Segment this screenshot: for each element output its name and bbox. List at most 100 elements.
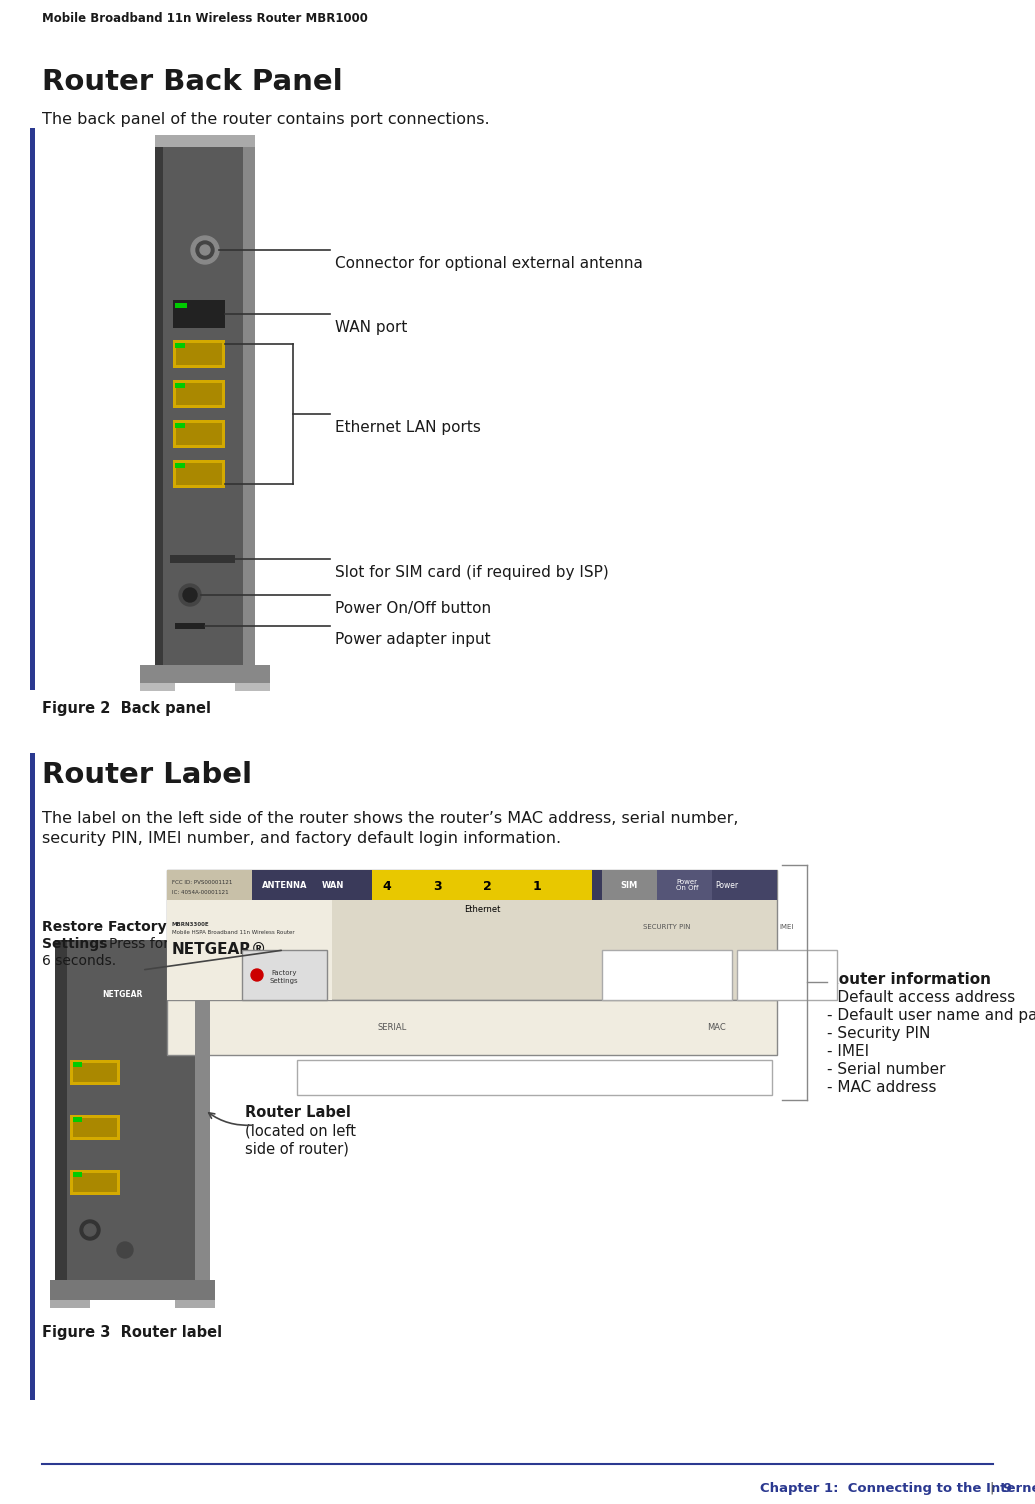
- Text: 6 seconds.: 6 seconds.: [42, 954, 116, 969]
- Bar: [175, 1299, 215, 1308]
- Text: Factory
Settings: Factory Settings: [270, 970, 298, 984]
- Text: Figure 2  Back panel: Figure 2 Back panel: [42, 701, 211, 716]
- Bar: [155, 135, 255, 665]
- Text: Power On/Off button: Power On/Off button: [335, 602, 492, 617]
- Bar: [602, 869, 657, 899]
- Circle shape: [183, 588, 197, 602]
- Bar: [175, 423, 185, 429]
- Text: |: |: [989, 1481, 995, 1495]
- Text: ANTENNA: ANTENNA: [262, 880, 307, 889]
- Text: MAC: MAC: [708, 1023, 727, 1032]
- Circle shape: [191, 236, 219, 265]
- Text: - Default access address: - Default access address: [827, 990, 1015, 1005]
- Bar: [155, 135, 162, 665]
- Circle shape: [200, 245, 210, 256]
- Text: 4: 4: [383, 880, 391, 893]
- Bar: [140, 665, 270, 683]
- Text: Restore Factory: Restore Factory: [42, 920, 167, 934]
- Bar: [737, 951, 837, 1000]
- Bar: [176, 384, 221, 405]
- Text: FCC ID: PVS00001121: FCC ID: PVS00001121: [172, 880, 233, 884]
- Text: Router Back Panel: Router Back Panel: [42, 68, 343, 96]
- Bar: [140, 683, 175, 690]
- Bar: [73, 1172, 82, 1178]
- Bar: [30, 128, 35, 690]
- Bar: [50, 1280, 215, 1299]
- Bar: [73, 1117, 82, 1122]
- Text: IC: 4054A-00001121: IC: 4054A-00001121: [172, 890, 229, 895]
- Circle shape: [196, 241, 214, 259]
- Text: SERIAL: SERIAL: [378, 1023, 407, 1032]
- Text: 1: 1: [533, 880, 541, 893]
- Bar: [70, 1060, 120, 1084]
- Text: Chapter 1:  Connecting to the Internet: Chapter 1: Connecting to the Internet: [760, 1481, 1035, 1495]
- Text: Power
On Off: Power On Off: [676, 878, 699, 892]
- Circle shape: [80, 1220, 100, 1239]
- Bar: [176, 423, 221, 445]
- Text: 9: 9: [1002, 1481, 1011, 1495]
- Text: Connector for optional external antenna: Connector for optional external antenna: [335, 256, 643, 271]
- Text: SIM: SIM: [620, 880, 638, 889]
- Text: MBRN3300E: MBRN3300E: [172, 922, 210, 926]
- Bar: [73, 1063, 117, 1081]
- Bar: [602, 951, 732, 1000]
- Bar: [175, 384, 185, 388]
- Text: 3: 3: [433, 880, 441, 893]
- Bar: [195, 940, 210, 1280]
- Circle shape: [179, 584, 201, 606]
- Bar: [167, 1000, 777, 1054]
- Bar: [657, 869, 757, 899]
- Text: 2: 2: [482, 880, 492, 893]
- Text: Mobile HSPA Broadband 11n Wireless Router: Mobile HSPA Broadband 11n Wireless Route…: [172, 929, 295, 934]
- Bar: [173, 460, 225, 487]
- Bar: [235, 683, 270, 690]
- Bar: [175, 623, 205, 629]
- Bar: [175, 463, 185, 468]
- Bar: [73, 1117, 117, 1137]
- Text: Power adapter input: Power adapter input: [335, 632, 491, 647]
- Bar: [242, 951, 327, 1000]
- Text: Ethernet: Ethernet: [464, 905, 500, 914]
- Bar: [173, 299, 225, 328]
- Text: - Default user name and password: - Default user name and password: [827, 1008, 1035, 1023]
- Bar: [175, 302, 187, 308]
- Text: SECURITY PIN: SECURITY PIN: [643, 923, 690, 929]
- Text: Figure 3  Router label: Figure 3 Router label: [42, 1325, 223, 1340]
- Text: - IMEI: - IMEI: [827, 1044, 869, 1059]
- Text: Mobile Broadband 11n Wireless Router MBR1000: Mobile Broadband 11n Wireless Router MBR…: [42, 12, 367, 26]
- Bar: [712, 869, 777, 899]
- Bar: [70, 1114, 120, 1140]
- Text: WAN port: WAN port: [335, 320, 408, 335]
- Bar: [176, 343, 221, 365]
- Text: Router Label: Router Label: [42, 761, 253, 790]
- Bar: [167, 899, 332, 1000]
- Bar: [155, 135, 255, 147]
- Bar: [173, 340, 225, 368]
- Bar: [176, 463, 221, 484]
- Text: The label on the left side of the router shows the router’s MAC address, serial : The label on the left side of the router…: [42, 811, 739, 826]
- Text: The back panel of the router contains port connections.: The back panel of the router contains po…: [42, 111, 490, 126]
- Text: (located on left: (located on left: [245, 1123, 356, 1139]
- Text: Slot for SIM card (if required by ISP): Slot for SIM card (if required by ISP): [335, 566, 609, 581]
- Text: Power: Power: [715, 880, 739, 889]
- Text: WAN: WAN: [322, 880, 345, 889]
- Text: security PIN, IMEI number, and factory default login information.: security PIN, IMEI number, and factory d…: [42, 832, 561, 845]
- Text: NETGEAR: NETGEAR: [101, 990, 142, 999]
- Bar: [372, 869, 592, 899]
- Text: NETGEAR®: NETGEAR®: [172, 943, 267, 958]
- Bar: [50, 1299, 90, 1308]
- Circle shape: [252, 969, 263, 981]
- Bar: [173, 381, 225, 408]
- Bar: [252, 869, 777, 899]
- Text: side of router): side of router): [245, 1142, 349, 1157]
- Bar: [70, 1170, 120, 1196]
- Text: Ethernet LAN ports: Ethernet LAN ports: [335, 420, 481, 435]
- Text: - Security PIN: - Security PIN: [827, 1026, 930, 1041]
- Bar: [167, 869, 252, 1000]
- Text: Settings: Settings: [42, 937, 108, 951]
- Bar: [73, 1062, 82, 1066]
- Circle shape: [84, 1224, 96, 1236]
- Text: Router information: Router information: [827, 972, 990, 987]
- Circle shape: [117, 1242, 134, 1257]
- Bar: [30, 754, 35, 1400]
